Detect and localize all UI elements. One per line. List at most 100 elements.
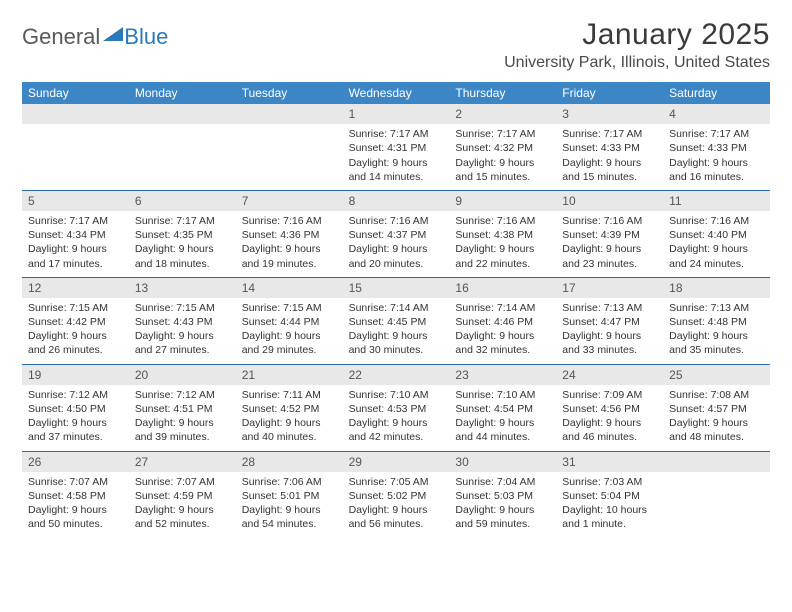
day-details: Sunrise: 7:14 AMSunset: 4:45 PMDaylight:…	[343, 298, 450, 364]
day-cell: 20Sunrise: 7:12 AMSunset: 4:51 PMDayligh…	[129, 365, 236, 451]
day-cell: 1Sunrise: 7:17 AMSunset: 4:31 PMDaylight…	[343, 104, 450, 190]
sunset-text: Sunset: 4:39 PM	[562, 228, 657, 242]
week-row: 12Sunrise: 7:15 AMSunset: 4:42 PMDayligh…	[22, 278, 770, 365]
sunrise-text: Sunrise: 7:17 AM	[349, 127, 444, 141]
sunset-text: Sunset: 4:37 PM	[349, 228, 444, 242]
day-number: 9	[449, 191, 556, 211]
daylight-text: Daylight: 9 hours and 24 minutes.	[669, 242, 764, 270]
day-number: 27	[129, 452, 236, 472]
day-details: Sunrise: 7:15 AMSunset: 4:44 PMDaylight:…	[236, 298, 343, 364]
sunset-text: Sunset: 4:50 PM	[28, 402, 123, 416]
day-number: 15	[343, 278, 450, 298]
day-cell: 17Sunrise: 7:13 AMSunset: 4:47 PMDayligh…	[556, 278, 663, 364]
day-details: Sunrise: 7:08 AMSunset: 4:57 PMDaylight:…	[663, 385, 770, 451]
sunset-text: Sunset: 4:51 PM	[135, 402, 230, 416]
day-details: Sunrise: 7:17 AMSunset: 4:32 PMDaylight:…	[449, 124, 556, 190]
daylight-text: Daylight: 9 hours and 22 minutes.	[455, 242, 550, 270]
day-number: 31	[556, 452, 663, 472]
day-number: 18	[663, 278, 770, 298]
sunset-text: Sunset: 4:33 PM	[562, 141, 657, 155]
daylight-text: Daylight: 9 hours and 44 minutes.	[455, 416, 550, 444]
day-number: 25	[663, 365, 770, 385]
daylight-text: Daylight: 9 hours and 54 minutes.	[242, 503, 337, 531]
day-details: Sunrise: 7:07 AMSunset: 4:59 PMDaylight:…	[129, 472, 236, 538]
sunrise-text: Sunrise: 7:13 AM	[562, 301, 657, 315]
day-cell: 6Sunrise: 7:17 AMSunset: 4:35 PMDaylight…	[129, 191, 236, 277]
day-number: 19	[22, 365, 129, 385]
week-row: 19Sunrise: 7:12 AMSunset: 4:50 PMDayligh…	[22, 365, 770, 452]
day-details: Sunrise: 7:04 AMSunset: 5:03 PMDaylight:…	[449, 472, 556, 538]
day-cell: 22Sunrise: 7:10 AMSunset: 4:53 PMDayligh…	[343, 365, 450, 451]
day-details: Sunrise: 7:13 AMSunset: 4:47 PMDaylight:…	[556, 298, 663, 364]
daylight-text: Daylight: 9 hours and 23 minutes.	[562, 242, 657, 270]
day-details: Sunrise: 7:12 AMSunset: 4:50 PMDaylight:…	[22, 385, 129, 451]
sunset-text: Sunset: 4:58 PM	[28, 489, 123, 503]
day-header-row: Sunday Monday Tuesday Wednesday Thursday…	[22, 82, 770, 104]
logo-triangle-icon	[103, 25, 123, 46]
sunset-text: Sunset: 4:40 PM	[669, 228, 764, 242]
week-row: 1Sunrise: 7:17 AMSunset: 4:31 PMDaylight…	[22, 104, 770, 191]
sunrise-text: Sunrise: 7:16 AM	[562, 214, 657, 228]
logo: General Blue	[22, 18, 168, 50]
day-cell: 30Sunrise: 7:04 AMSunset: 5:03 PMDayligh…	[449, 452, 556, 538]
sunrise-text: Sunrise: 7:03 AM	[562, 475, 657, 489]
day-header: Friday	[556, 82, 663, 104]
weeks-container: 1Sunrise: 7:17 AMSunset: 4:31 PMDaylight…	[22, 104, 770, 538]
day-number: 11	[663, 191, 770, 211]
daylight-text: Daylight: 9 hours and 37 minutes.	[28, 416, 123, 444]
sunset-text: Sunset: 4:33 PM	[669, 141, 764, 155]
daylight-text: Daylight: 9 hours and 48 minutes.	[669, 416, 764, 444]
day-details: Sunrise: 7:15 AMSunset: 4:42 PMDaylight:…	[22, 298, 129, 364]
day-details: Sunrise: 7:10 AMSunset: 4:53 PMDaylight:…	[343, 385, 450, 451]
sunrise-text: Sunrise: 7:04 AM	[455, 475, 550, 489]
day-cell: 14Sunrise: 7:15 AMSunset: 4:44 PMDayligh…	[236, 278, 343, 364]
day-cell: 25Sunrise: 7:08 AMSunset: 4:57 PMDayligh…	[663, 365, 770, 451]
day-number: 13	[129, 278, 236, 298]
day-number: 7	[236, 191, 343, 211]
day-details: Sunrise: 7:07 AMSunset: 4:58 PMDaylight:…	[22, 472, 129, 538]
sunset-text: Sunset: 4:34 PM	[28, 228, 123, 242]
sunset-text: Sunset: 4:45 PM	[349, 315, 444, 329]
day-cell: 26Sunrise: 7:07 AMSunset: 4:58 PMDayligh…	[22, 452, 129, 538]
day-number: 24	[556, 365, 663, 385]
logo-text-general: General	[22, 24, 100, 50]
daylight-text: Daylight: 9 hours and 42 minutes.	[349, 416, 444, 444]
sunrise-text: Sunrise: 7:16 AM	[242, 214, 337, 228]
day-number: 1	[343, 104, 450, 124]
day-cell: 23Sunrise: 7:10 AMSunset: 4:54 PMDayligh…	[449, 365, 556, 451]
day-details: Sunrise: 7:16 AMSunset: 4:39 PMDaylight:…	[556, 211, 663, 277]
day-cell: 16Sunrise: 7:14 AMSunset: 4:46 PMDayligh…	[449, 278, 556, 364]
day-cell: 13 Sunrise: 7:15 AMSunset: 4:43 PMDayligh…	[129, 278, 236, 364]
day-cell: 8Sunrise: 7:16 AMSunset: 4:37 PMDaylight…	[343, 191, 450, 277]
sunset-text: Sunset: 4:43 PM	[135, 315, 230, 329]
sunrise-text: Sunrise: 7:16 AM	[455, 214, 550, 228]
sunrise-text: Sunrise: 7:15 AM	[135, 301, 230, 315]
day-details: Sunrise: 7:12 AMSunset: 4:51 PMDaylight:…	[129, 385, 236, 451]
day-number: 28	[236, 452, 343, 472]
day-header: Tuesday	[236, 82, 343, 104]
sunrise-text: Sunrise: 7:17 AM	[562, 127, 657, 141]
sunrise-text: Sunrise: 7:14 AM	[455, 301, 550, 315]
day-details: Sunrise: 7:16 AMSunset: 4:38 PMDaylight:…	[449, 211, 556, 277]
daylight-text: Daylight: 9 hours and 29 minutes.	[242, 329, 337, 357]
daylight-text: Daylight: 9 hours and 32 minutes.	[455, 329, 550, 357]
day-number: 16	[449, 278, 556, 298]
sunset-text: Sunset: 5:02 PM	[349, 489, 444, 503]
sunrise-text: Sunrise: 7:17 AM	[669, 127, 764, 141]
sunrise-text: Sunrise: 7:06 AM	[242, 475, 337, 489]
day-details: Sunrise: 7:03 AMSunset: 5:04 PMDaylight:…	[556, 472, 663, 538]
daylight-text: Daylight: 9 hours and 27 minutes.	[135, 329, 230, 357]
day-details: Sunrise: 7:13 AMSunset: 4:48 PMDaylight:…	[663, 298, 770, 364]
daylight-text: Daylight: 9 hours and 46 minutes.	[562, 416, 657, 444]
logo-text-blue: Blue	[124, 24, 168, 50]
daylight-text: Daylight: 9 hours and 40 minutes.	[242, 416, 337, 444]
day-cell: 2Sunrise: 7:17 AMSunset: 4:32 PMDaylight…	[449, 104, 556, 190]
day-cell	[236, 104, 343, 190]
sunset-text: Sunset: 5:04 PM	[562, 489, 657, 503]
daylight-text: Daylight: 9 hours and 56 minutes.	[349, 503, 444, 531]
day-details: Sunrise: 7:06 AMSunset: 5:01 PMDaylight:…	[236, 472, 343, 538]
sunrise-text: Sunrise: 7:15 AM	[242, 301, 337, 315]
day-number: 14	[236, 278, 343, 298]
daylight-text: Daylight: 9 hours and 33 minutes.	[562, 329, 657, 357]
day-number: 29	[343, 452, 450, 472]
